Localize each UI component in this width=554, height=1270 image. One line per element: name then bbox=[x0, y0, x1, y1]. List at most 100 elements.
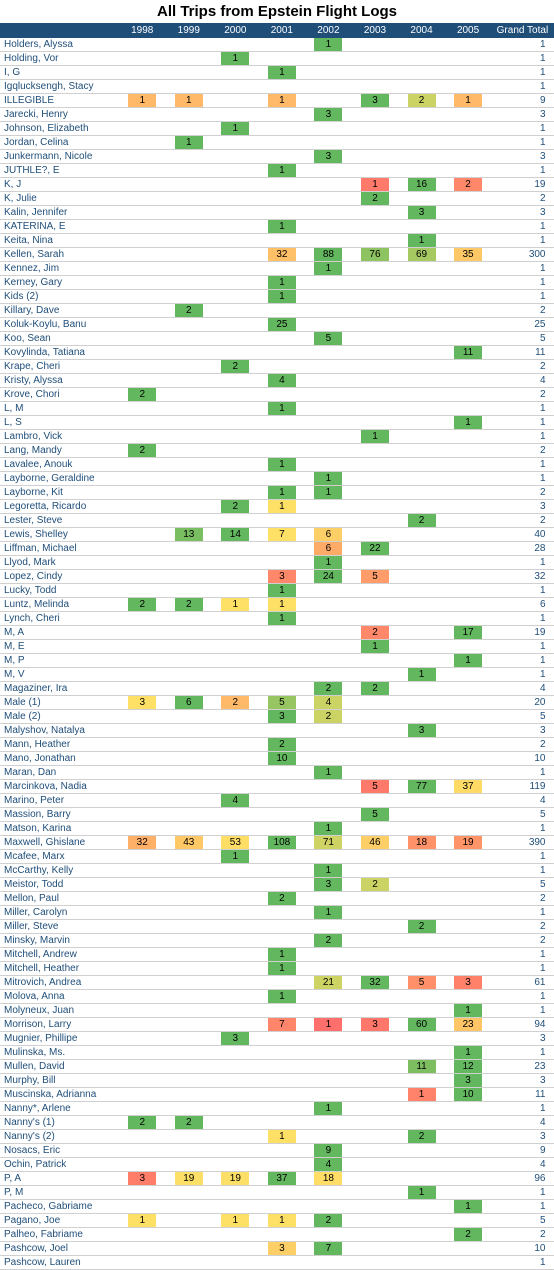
total-cell: 1 bbox=[491, 766, 553, 780]
value-cell bbox=[119, 682, 166, 696]
value-cell bbox=[352, 724, 399, 738]
value-cell bbox=[445, 122, 492, 136]
value-cell bbox=[212, 542, 259, 556]
table-row: Matson, Karina11 bbox=[0, 822, 554, 836]
value-cell bbox=[166, 892, 213, 906]
value-cell bbox=[398, 752, 445, 766]
value-cell bbox=[305, 752, 352, 766]
value-cell bbox=[212, 66, 259, 80]
table-row: Marcinkova, Nadia57737119 bbox=[0, 780, 554, 794]
table-row: Nosacs, Eric99 bbox=[0, 1144, 554, 1158]
value-cell bbox=[398, 1032, 445, 1046]
value-cell bbox=[398, 1158, 445, 1172]
total-cell: 10 bbox=[491, 752, 553, 766]
value-cell bbox=[398, 500, 445, 514]
value-cell bbox=[166, 1102, 213, 1116]
value-cell bbox=[259, 206, 306, 220]
table-row: Lynch, Cheri11 bbox=[0, 612, 554, 626]
value-cell bbox=[445, 864, 492, 878]
heat-value: 1 bbox=[314, 766, 342, 779]
value-cell: 1 bbox=[212, 122, 259, 136]
table-row: Jordan, Celina11 bbox=[0, 136, 554, 150]
value-cell bbox=[119, 1102, 166, 1116]
heat-value: 3 bbox=[128, 1172, 156, 1185]
value-cell bbox=[119, 1046, 166, 1060]
value-cell bbox=[212, 920, 259, 934]
value-cell bbox=[352, 962, 399, 976]
total-cell: 3 bbox=[491, 108, 553, 122]
value-cell: 4 bbox=[305, 1158, 352, 1172]
heat-value: 1 bbox=[454, 94, 482, 107]
total-cell: 1 bbox=[491, 136, 553, 150]
table-row: Kellen, Sarah3288766935300 bbox=[0, 248, 554, 262]
total-cell: 5 bbox=[491, 1214, 553, 1228]
value-cell: 2 bbox=[212, 500, 259, 514]
value-cell bbox=[212, 1144, 259, 1158]
value-cell bbox=[119, 1256, 166, 1270]
name-cell: Muscinska, Adrianna bbox=[0, 1088, 119, 1102]
value-cell: 1 bbox=[352, 178, 399, 192]
value-cell bbox=[352, 598, 399, 612]
value-cell: 71 bbox=[305, 836, 352, 850]
total-cell: 94 bbox=[491, 1018, 553, 1032]
value-cell bbox=[259, 1032, 306, 1046]
value-cell bbox=[212, 668, 259, 682]
heat-value: 2 bbox=[361, 878, 389, 891]
value-cell bbox=[212, 304, 259, 318]
value-cell: 3 bbox=[212, 1032, 259, 1046]
value-cell bbox=[305, 52, 352, 66]
value-cell bbox=[352, 668, 399, 682]
value-cell bbox=[166, 948, 213, 962]
value-cell bbox=[119, 1074, 166, 1088]
heat-value: 1 bbox=[221, 850, 249, 863]
name-cell: Kerney, Gary bbox=[0, 276, 119, 290]
value-cell bbox=[398, 542, 445, 556]
heat-value: 2 bbox=[408, 920, 436, 933]
value-cell bbox=[212, 416, 259, 430]
value-cell bbox=[445, 808, 492, 822]
value-cell bbox=[305, 1130, 352, 1144]
value-cell bbox=[352, 612, 399, 626]
value-cell: 35 bbox=[445, 248, 492, 262]
total-cell: 390 bbox=[491, 836, 553, 850]
value-cell bbox=[398, 444, 445, 458]
value-cell: 1 bbox=[259, 612, 306, 626]
heat-value: 1 bbox=[268, 486, 296, 499]
total-cell: 2 bbox=[491, 920, 553, 934]
total-cell: 2 bbox=[491, 388, 553, 402]
total-cell: 2 bbox=[491, 1228, 553, 1242]
value-cell bbox=[305, 192, 352, 206]
value-cell bbox=[445, 850, 492, 864]
value-cell bbox=[445, 458, 492, 472]
value-cell bbox=[352, 556, 399, 570]
name-cell: Marino, Peter bbox=[0, 794, 119, 808]
total-cell: 19 bbox=[491, 626, 553, 640]
value-cell bbox=[212, 150, 259, 164]
value-cell bbox=[166, 388, 213, 402]
value-cell bbox=[212, 388, 259, 402]
value-cell bbox=[119, 808, 166, 822]
total-cell: 1 bbox=[491, 584, 553, 598]
value-cell bbox=[305, 122, 352, 136]
heat-value: 22 bbox=[361, 542, 389, 555]
value-cell bbox=[119, 1158, 166, 1172]
value-cell: 5 bbox=[352, 808, 399, 822]
heat-value: 1 bbox=[268, 94, 296, 107]
value-cell bbox=[166, 920, 213, 934]
value-cell bbox=[166, 1060, 213, 1074]
value-cell: 1 bbox=[445, 654, 492, 668]
value-cell: 1 bbox=[398, 1186, 445, 1200]
value-cell bbox=[119, 178, 166, 192]
value-cell: 2 bbox=[166, 1116, 213, 1130]
value-cell bbox=[398, 892, 445, 906]
total-cell: 96 bbox=[491, 1172, 553, 1186]
value-cell bbox=[119, 822, 166, 836]
value-cell bbox=[259, 654, 306, 668]
heat-value: 19 bbox=[175, 1172, 203, 1185]
value-cell bbox=[166, 416, 213, 430]
value-cell: 2 bbox=[398, 514, 445, 528]
heat-value: 43 bbox=[175, 836, 203, 849]
value-cell bbox=[259, 346, 306, 360]
heat-value: 3 bbox=[268, 1242, 296, 1255]
heat-value: 37 bbox=[268, 1172, 296, 1185]
